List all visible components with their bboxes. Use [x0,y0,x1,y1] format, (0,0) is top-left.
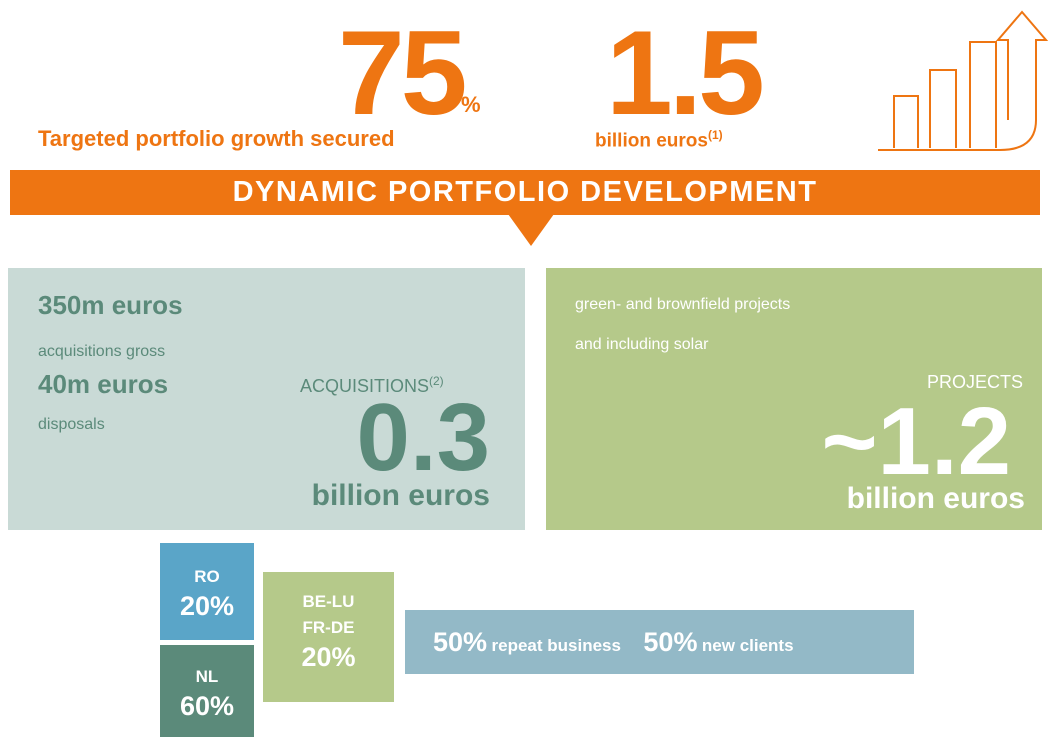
region-share: 20% [301,642,356,672]
acquisitions-title: ACQUISITIONS(2) [300,374,444,397]
region-share: 60% [179,691,235,721]
projects-value: ~1.2 [821,388,1011,495]
growth-label: Targeted portfolio growth secured [38,126,395,151]
growth-icon [878,10,1049,151]
projects-line: and including solar [575,336,709,353]
region-name: BE-LU [302,592,355,611]
region-ro: RO 20% [160,543,254,640]
projects-line: green- and brownfield projects [575,296,791,313]
projects-unit: billion euros [846,482,1025,515]
banner-pointer [508,214,554,246]
region-name: FR-DE [302,618,355,637]
investment-value: 1.5 [606,6,765,140]
region-name: NL [195,667,219,686]
projects-title: PROJECTS [926,372,1023,392]
investment-label: billion euros(1) [595,128,723,152]
banner-text: DYNAMIC PORTFOLIO DEVELOPMENT [232,176,818,208]
region-share: 20% [179,591,235,621]
clients-bar: 50% repeat business 50% new clients [405,610,914,674]
amount: 350m euros [38,290,183,320]
amount: 40m euros [38,369,169,399]
growth-unit: % [461,92,481,117]
investment-note: (1) [707,128,723,142]
region-nl: NL 60% [160,645,254,737]
note: (2) [429,374,444,388]
acquisitions-value: 0.3 [356,384,490,491]
projects-panel [546,268,1042,530]
acquisitions-panel [8,268,525,530]
region-benelux: BE-LU FR-DE 20% [263,572,394,702]
client-share: 50% [643,627,698,657]
acquisitions-unit: billion euros [311,479,490,512]
client-label: new clients [701,636,794,655]
title: ACQUISITIONS [300,376,430,396]
investment-unit: billion euros [595,130,708,152]
amount-label: disposals [38,416,105,433]
region-name: RO [194,567,220,586]
client-label: repeat business [491,636,621,655]
client-share: 50% [433,627,488,657]
amount-label: acquisitions gross [38,343,166,360]
banner [10,170,1040,215]
growth-value: 75 [338,6,467,140]
